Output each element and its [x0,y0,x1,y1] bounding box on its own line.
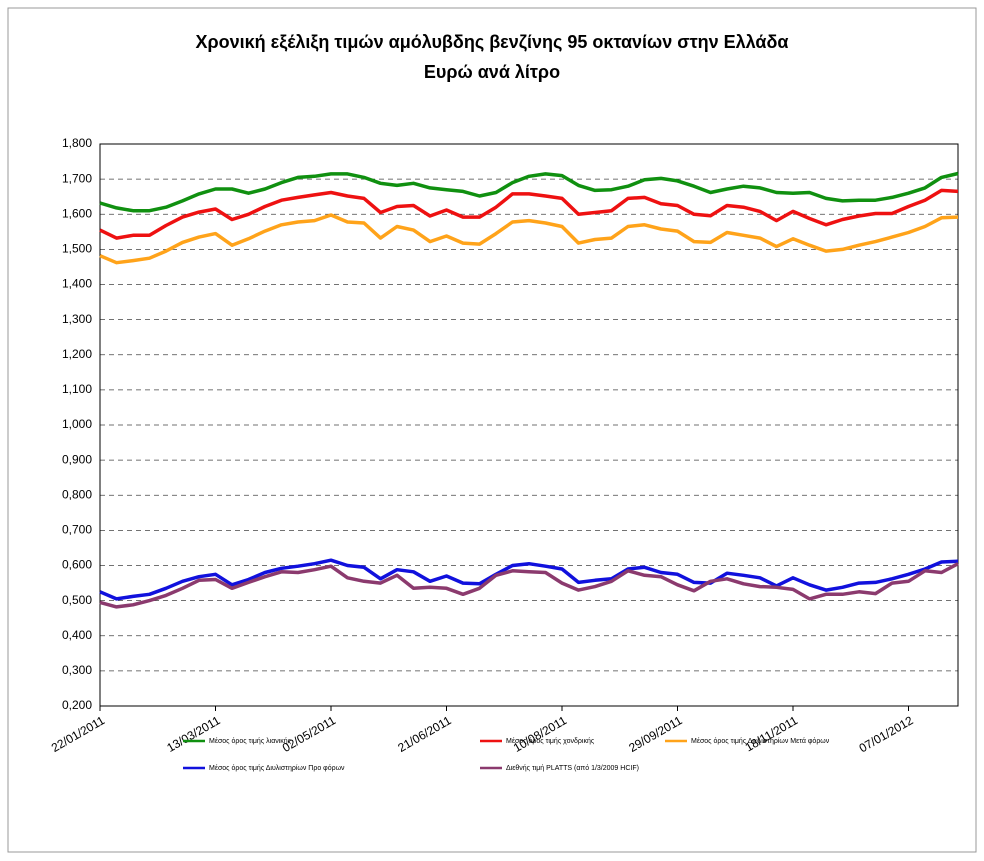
y-tick-label: 1,000 [62,417,92,431]
legend-label: Διεθνής τιμή PLATTS (από 1/3/2009 HCIF) [506,764,639,772]
y-tick-label: 0,700 [62,523,92,537]
y-tick-label: 0,500 [62,593,92,607]
y-tick-label: 1,400 [62,277,92,291]
y-tick-label: 0,400 [62,628,92,642]
plot-area [99,143,959,707]
legend-label: Μέσος όρος τιμής χονδρικής [506,737,595,745]
y-tick-label: 1,700 [62,171,92,185]
series-line [99,558,959,601]
y-tick-label: 1,800 [62,136,92,150]
series-line [99,188,959,240]
legend-label: Μέσος όρος τιμής Διυλιστηρίων Μετά φόρων [691,737,830,745]
y-tick-label: 0,800 [62,487,92,501]
y-tick-label: 1,300 [62,312,92,326]
y-tick-label: 1,200 [62,347,92,361]
y-tick-label: 1,100 [62,382,92,396]
y-tick-label: 1,600 [62,206,92,220]
chart-subtitle: Ευρώ ανά λίτρο [424,62,560,82]
y-tick-label: 0,600 [62,558,92,572]
chart-frame [7,7,977,853]
y-tick-label: 0,200 [62,698,92,712]
chart-title: Χρονική εξέλιξη τιμών αμόλυβδης βενζίνης… [196,32,789,53]
y-tick-label: 0,900 [62,452,92,466]
y-tick-label: 0,300 [62,663,92,677]
series-line [99,562,959,609]
series-line [99,213,959,265]
series-line [99,171,959,213]
legend-label: Μέσος όρος τιμής Διυλιστηρίων Προ φόρων [209,764,345,772]
legend-label: Μέσος όρος τιμής λιανικής [209,737,292,745]
y-tick-label: 1,500 [62,242,92,256]
